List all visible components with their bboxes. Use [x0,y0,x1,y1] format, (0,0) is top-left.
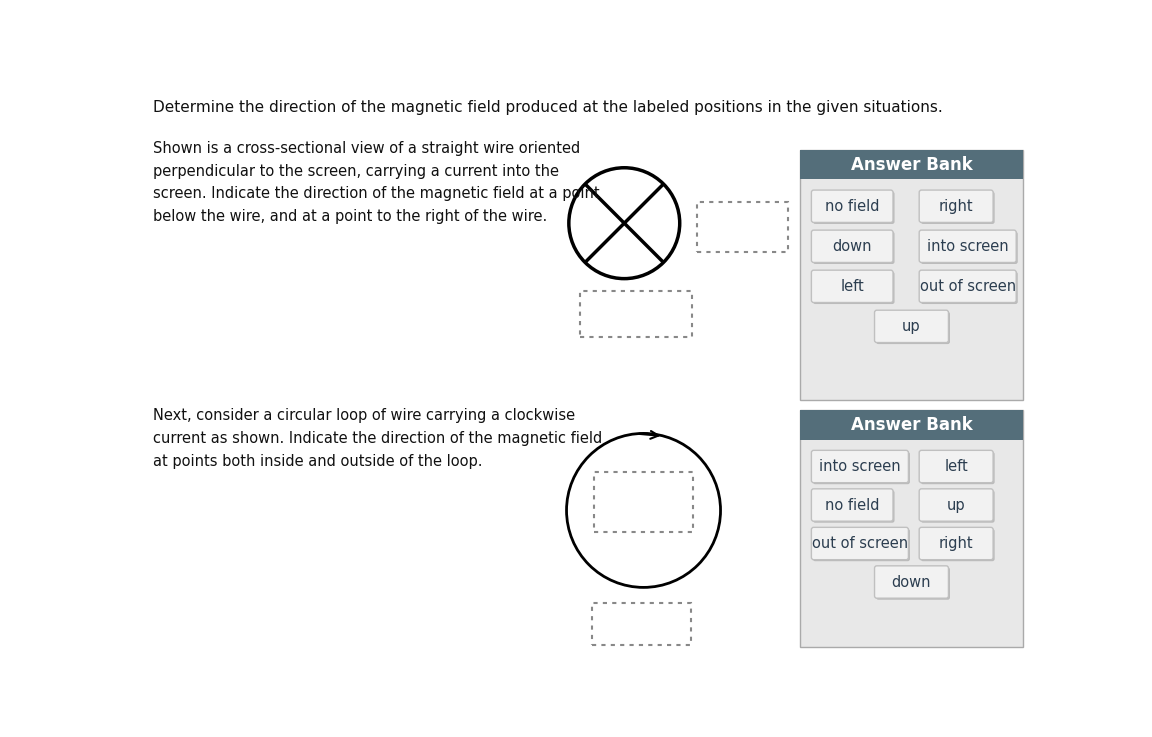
FancyBboxPatch shape [811,489,893,521]
FancyBboxPatch shape [919,489,993,521]
FancyBboxPatch shape [581,291,692,337]
FancyBboxPatch shape [876,312,950,344]
Text: down: down [892,575,931,590]
FancyBboxPatch shape [811,190,893,223]
FancyBboxPatch shape [919,270,1016,302]
FancyBboxPatch shape [811,230,893,262]
Text: left: left [840,279,864,294]
FancyBboxPatch shape [920,272,1017,304]
FancyBboxPatch shape [919,450,993,483]
FancyBboxPatch shape [919,230,1016,262]
Text: Answer Bank: Answer Bank [850,156,972,174]
FancyBboxPatch shape [799,411,1023,439]
FancyBboxPatch shape [813,452,910,484]
FancyBboxPatch shape [920,192,994,224]
Text: up: up [902,319,920,334]
FancyBboxPatch shape [813,529,910,561]
FancyBboxPatch shape [920,529,994,561]
FancyBboxPatch shape [799,150,1023,179]
FancyBboxPatch shape [813,231,895,264]
Text: into screen: into screen [927,239,1008,254]
FancyBboxPatch shape [799,150,1023,400]
Text: right: right [939,199,973,214]
Text: out of screen: out of screen [812,536,908,551]
FancyBboxPatch shape [813,490,895,523]
FancyBboxPatch shape [811,270,893,302]
Text: left: left [945,459,968,474]
FancyBboxPatch shape [697,203,788,253]
FancyBboxPatch shape [594,472,692,532]
Text: right: right [939,536,973,551]
FancyBboxPatch shape [813,192,895,224]
FancyBboxPatch shape [811,450,909,483]
FancyBboxPatch shape [874,310,948,343]
FancyBboxPatch shape [919,190,993,223]
Text: Determine the direction of the magnetic field produced at the labeled positions : Determine the direction of the magnetic … [153,100,942,115]
FancyBboxPatch shape [919,528,993,559]
Text: into screen: into screen [819,459,901,474]
Text: Shown is a cross-sectional view of a straight wire oriented
perpendicular to the: Shown is a cross-sectional view of a str… [153,141,600,224]
Text: Next, consider a circular loop of wire carrying a clockwise
current as shown. In: Next, consider a circular loop of wire c… [153,408,602,469]
FancyBboxPatch shape [811,528,909,559]
FancyBboxPatch shape [920,231,1017,264]
FancyBboxPatch shape [874,566,948,598]
FancyBboxPatch shape [592,603,690,645]
FancyBboxPatch shape [799,411,1023,648]
FancyBboxPatch shape [876,567,950,600]
Text: Answer Bank: Answer Bank [850,416,972,434]
FancyBboxPatch shape [813,272,895,304]
Text: down: down [833,239,872,254]
Text: up: up [947,497,965,512]
Text: no field: no field [825,199,879,214]
Text: no field: no field [825,497,879,512]
Text: out of screen: out of screen [919,279,1016,294]
FancyBboxPatch shape [920,452,994,484]
FancyBboxPatch shape [920,490,994,523]
